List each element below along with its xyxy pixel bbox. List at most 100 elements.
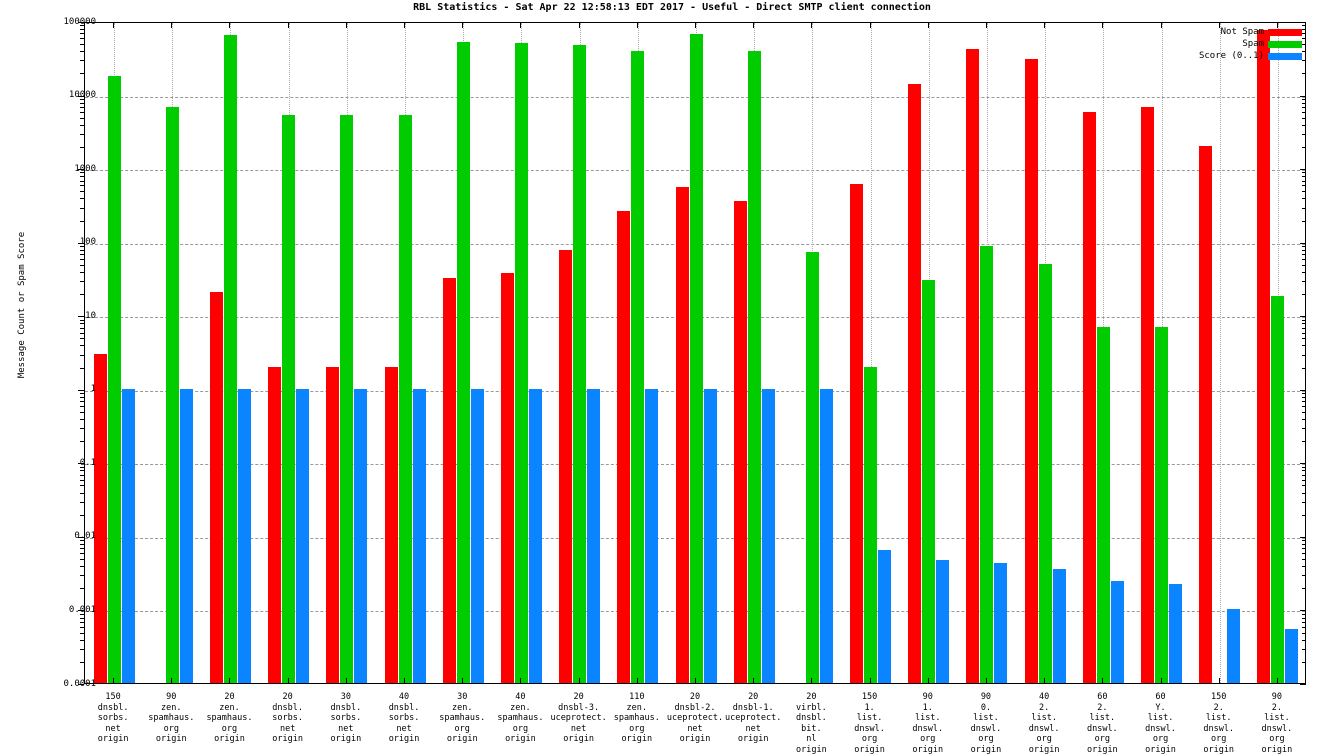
x-axis-tick bbox=[811, 678, 812, 684]
y-axis-minor-tick bbox=[80, 172, 84, 174]
y-axis-label: Message Count or Spam Score bbox=[17, 231, 27, 379]
bar-score[interactable] bbox=[703, 388, 717, 683]
bar-not-spam[interactable] bbox=[966, 48, 980, 683]
bar-spam[interactable] bbox=[514, 43, 528, 683]
x-axis-tick bbox=[171, 22, 172, 28]
bar-group bbox=[268, 23, 310, 683]
bar-spam[interactable] bbox=[223, 34, 237, 683]
x-axis-tick bbox=[986, 678, 987, 684]
bar-score[interactable] bbox=[1110, 581, 1124, 683]
bar-spam[interactable] bbox=[165, 107, 179, 683]
bar-score[interactable] bbox=[645, 388, 659, 683]
bar-not-spam[interactable] bbox=[500, 273, 514, 683]
bar-not-spam[interactable] bbox=[209, 291, 223, 683]
bar-not-spam[interactable] bbox=[268, 366, 282, 683]
y-axis-minor-tick bbox=[80, 401, 84, 403]
y-axis-minor-tick bbox=[80, 185, 84, 187]
bar-score[interactable] bbox=[296, 388, 310, 683]
bar-spam[interactable] bbox=[282, 114, 296, 683]
bar-score[interactable] bbox=[412, 388, 426, 683]
bar-score[interactable] bbox=[819, 388, 833, 683]
bar-not-spam[interactable] bbox=[326, 366, 340, 683]
x-axis-label: 150 2. list. dnswl. org origin bbox=[1203, 692, 1235, 755]
bar-score[interactable] bbox=[1169, 584, 1183, 683]
bar-score[interactable] bbox=[1285, 628, 1299, 683]
bar-spam[interactable] bbox=[1096, 326, 1110, 683]
y-axis-minor-tick bbox=[1302, 632, 1306, 634]
bar-not-spam[interactable] bbox=[1082, 111, 1096, 683]
y-axis-minor-tick bbox=[80, 466, 84, 468]
x-axis-tick bbox=[288, 678, 289, 684]
bar-spam[interactable] bbox=[980, 245, 994, 683]
bar-score[interactable] bbox=[354, 388, 368, 683]
bar-spam[interactable] bbox=[747, 51, 761, 683]
bar-group bbox=[675, 23, 717, 683]
bar-not-spam[interactable] bbox=[617, 210, 631, 683]
bar-not-spam[interactable] bbox=[1257, 30, 1271, 683]
y-axis-minor-tick bbox=[80, 470, 84, 472]
y-axis-tick bbox=[1300, 22, 1306, 23]
bar-spam[interactable] bbox=[922, 280, 936, 683]
bar-not-spam[interactable] bbox=[733, 200, 747, 683]
bar-spam[interactable] bbox=[689, 33, 703, 683]
bar-score[interactable] bbox=[179, 388, 193, 683]
y-axis-minor-tick bbox=[1302, 345, 1306, 347]
y-axis-minor-tick bbox=[1302, 29, 1306, 31]
bar-spam[interactable] bbox=[1038, 263, 1052, 683]
y-axis-tick-label: 1 bbox=[90, 384, 96, 395]
y-axis-minor-tick bbox=[80, 406, 84, 408]
bar-score[interactable] bbox=[528, 388, 542, 683]
bar-spam[interactable] bbox=[805, 252, 819, 683]
bar-not-spam[interactable] bbox=[384, 366, 398, 683]
bar-group bbox=[559, 23, 601, 683]
bar-score[interactable] bbox=[936, 560, 950, 683]
legend-item: Not Spam bbox=[1199, 27, 1302, 38]
bar-not-spam[interactable] bbox=[1199, 145, 1213, 683]
y-axis-minor-tick bbox=[1302, 470, 1306, 472]
bar-spam[interactable] bbox=[340, 114, 354, 683]
bar-spam[interactable] bbox=[1155, 326, 1169, 683]
y-axis-minor-tick bbox=[80, 559, 84, 561]
bar-not-spam[interactable] bbox=[93, 353, 107, 683]
x-axis-label: 110 zen. spamhaus. org origin bbox=[613, 692, 660, 744]
bar-not-spam[interactable] bbox=[1024, 59, 1038, 683]
bar-not-spam[interactable] bbox=[1141, 107, 1155, 683]
x-axis-tick bbox=[1277, 22, 1278, 28]
y-axis-minor-tick bbox=[1302, 25, 1306, 27]
y-axis-minor-tick bbox=[1302, 626, 1306, 628]
y-axis-tick bbox=[78, 169, 84, 171]
bar-not-spam[interactable] bbox=[850, 184, 864, 683]
y-axis-tick bbox=[1300, 536, 1306, 538]
y-axis-minor-tick bbox=[80, 323, 84, 325]
bar-score[interactable] bbox=[121, 388, 135, 683]
bar-spam[interactable] bbox=[573, 45, 587, 683]
legend-item: Spam bbox=[1199, 39, 1302, 50]
y-axis-minor-tick bbox=[1302, 207, 1306, 209]
x-axis-tick bbox=[753, 678, 754, 684]
bar-score[interactable] bbox=[1227, 609, 1241, 683]
bar-score[interactable] bbox=[237, 388, 251, 683]
y-axis-minor-tick bbox=[1302, 294, 1306, 296]
y-axis-minor-tick bbox=[1302, 73, 1306, 75]
bar-spam[interactable] bbox=[398, 114, 412, 683]
bar-spam[interactable] bbox=[456, 41, 470, 683]
bar-score[interactable] bbox=[1052, 569, 1066, 683]
bar-spam[interactable] bbox=[107, 75, 121, 683]
y-axis-minor-tick bbox=[1302, 111, 1306, 113]
y-axis-minor-tick bbox=[1302, 501, 1306, 503]
x-axis-tick bbox=[1044, 678, 1045, 684]
bar-score[interactable] bbox=[470, 388, 484, 683]
bar-not-spam[interactable] bbox=[908, 83, 922, 683]
bar-group bbox=[1257, 23, 1299, 683]
bar-spam[interactable] bbox=[864, 366, 878, 683]
bar-spam[interactable] bbox=[631, 51, 645, 683]
bar-spam[interactable] bbox=[1271, 296, 1285, 683]
y-axis-minor-tick bbox=[1302, 648, 1306, 650]
bar-score[interactable] bbox=[761, 388, 775, 683]
bar-score[interactable] bbox=[878, 549, 892, 683]
bar-not-spam[interactable] bbox=[559, 249, 573, 683]
bar-not-spam[interactable] bbox=[675, 186, 689, 683]
bar-score[interactable] bbox=[994, 562, 1008, 683]
bar-not-spam[interactable] bbox=[442, 278, 456, 683]
bar-score[interactable] bbox=[587, 388, 601, 683]
